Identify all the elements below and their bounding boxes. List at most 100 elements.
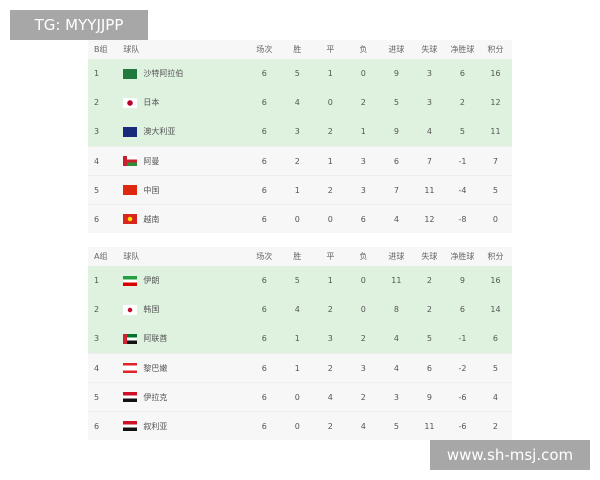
table-row: 3 澳大利亚 6 3 2 1 9 4 5 11 bbox=[88, 117, 512, 146]
vietnam-flag-icon bbox=[123, 214, 138, 224]
stat-cell: 5 bbox=[492, 185, 499, 195]
column-header: 进球 bbox=[388, 252, 405, 261]
stat-cell: 6 bbox=[393, 156, 399, 166]
stat-cell: -6 bbox=[458, 421, 467, 431]
stat-cell: 0 bbox=[360, 276, 366, 285]
lebanon-flag-icon bbox=[123, 363, 138, 373]
stat-cell: 2 bbox=[327, 185, 333, 195]
stat-cell: 1 bbox=[294, 363, 300, 373]
stat-cell: 11 bbox=[424, 185, 435, 195]
stat-cell: 5 bbox=[393, 98, 399, 107]
stat-cell: 5 bbox=[294, 276, 300, 285]
stat-cell: 0 bbox=[294, 421, 300, 431]
stat-cell: 7 bbox=[393, 185, 399, 195]
stat-cell: 3 bbox=[360, 363, 366, 373]
column-header: 积分 bbox=[487, 252, 504, 261]
stat-cell: 3 bbox=[426, 98, 432, 107]
china-flag-icon bbox=[123, 185, 138, 195]
rank: 3 bbox=[94, 127, 100, 136]
stat-cell: 0 bbox=[327, 214, 333, 224]
stat-cell: 2 bbox=[327, 421, 333, 431]
stat-cell: -8 bbox=[458, 214, 467, 224]
table-header: A组 球队 场次 胜 平 负 进球 失球 净胜球 积分 bbox=[88, 247, 512, 266]
group-name: B组 bbox=[94, 45, 108, 54]
stat-cell: 6 bbox=[261, 305, 267, 314]
table-row: 4 阿曼 6 2 1 3 6 7 -1 7 bbox=[88, 146, 512, 175]
table-row: 5 中国 6 1 2 3 7 11 -4 5 bbox=[88, 175, 512, 204]
stat-cell: 3 bbox=[360, 156, 366, 166]
stat-cell: 1 bbox=[327, 156, 333, 166]
team-cell: 澳大利亚 bbox=[115, 126, 247, 137]
group-b-table: B组 球队 场次胜平负进球 失球 净胜球 积分 1 沙特阿拉伯 6 5 1 0 9 3 6 16 2 日本 6 4 0 2… bbox=[88, 40, 512, 233]
stat-cell: 4 bbox=[426, 127, 432, 136]
table-row: 4 黎巴嫩 6 1 2 3 4 6 -2 5 bbox=[88, 353, 512, 382]
column-header: 失球 bbox=[421, 45, 438, 54]
stat-cell: 0 bbox=[360, 305, 366, 314]
column-header: 平 bbox=[326, 45, 335, 54]
column-header: 负 bbox=[359, 45, 368, 54]
uae-flag-icon bbox=[123, 333, 138, 344]
iraq-flag-icon bbox=[123, 392, 138, 402]
team-name: 中国 bbox=[143, 185, 160, 195]
stat-cell: 2 bbox=[360, 98, 366, 107]
oman-flag-icon bbox=[123, 156, 138, 166]
stat-cell: 2 bbox=[294, 156, 300, 166]
japan-flag-icon bbox=[123, 97, 138, 108]
rank: 1 bbox=[94, 276, 100, 285]
stat-cell: -1 bbox=[458, 334, 467, 343]
team-cell: 叙利亚 bbox=[115, 421, 247, 432]
team-cell: 黎巴嫩 bbox=[115, 363, 247, 374]
column-header: 平 bbox=[326, 252, 335, 261]
stat-cell: 9 bbox=[426, 392, 432, 402]
table-row: 5 伊拉克 6 0 4 2 3 9 -6 4 bbox=[88, 382, 512, 411]
table-row: 6 越南 6 0 0 6 4 12 -8 0 bbox=[88, 204, 512, 233]
column-header: 进球 bbox=[388, 45, 405, 54]
stat-cell: 7 bbox=[492, 156, 499, 166]
column-header: 净胜球 bbox=[450, 252, 475, 261]
stat-cell: 3 bbox=[360, 185, 366, 195]
team-cell: 中国 bbox=[115, 185, 247, 196]
stat-cell: 0 bbox=[360, 69, 366, 78]
stat-cell: 16 bbox=[490, 276, 501, 285]
team-name: 阿联酋 bbox=[143, 334, 168, 343]
stat-cell: 3 bbox=[294, 127, 300, 136]
stat-cell: 0 bbox=[327, 98, 333, 107]
team-name: 澳大利亚 bbox=[143, 127, 176, 136]
stat-cell: 6 bbox=[261, 276, 267, 285]
south-korea-flag-icon bbox=[123, 304, 138, 315]
stat-cell: 6 bbox=[261, 69, 267, 78]
stat-cell: 6 bbox=[459, 69, 465, 78]
column-header: 场次 bbox=[256, 252, 273, 261]
stat-cell: 2 bbox=[327, 127, 333, 136]
stat-cell: 4 bbox=[492, 392, 499, 402]
stat-cell: 14 bbox=[490, 305, 501, 314]
stat-cell: 1 bbox=[327, 69, 333, 78]
stat-cell: 6 bbox=[261, 156, 267, 166]
stat-cell: 7 bbox=[426, 156, 432, 166]
rank: 6 bbox=[94, 421, 100, 431]
stat-cell: 6 bbox=[261, 127, 267, 136]
syria-flag-icon bbox=[123, 421, 138, 431]
stat-cell: 12 bbox=[490, 98, 501, 107]
stat-cell: -4 bbox=[458, 185, 467, 195]
stat-cell: 6 bbox=[261, 98, 267, 107]
stat-cell: 5 bbox=[459, 127, 465, 136]
stat-cell: 11 bbox=[424, 421, 435, 431]
column-header: 净胜球 bbox=[450, 45, 475, 54]
stat-cell: 11 bbox=[490, 127, 501, 136]
group-a-table: A组 球队 场次胜平负进球 失球 净胜球 积分 1 伊朗 6 5 1 0 11 2 9 16 2 韩国 6 4 2 0 8 2… bbox=[88, 247, 512, 440]
rank: 2 bbox=[94, 98, 100, 107]
team-name: 日本 bbox=[143, 98, 160, 107]
stat-cell: 2 bbox=[492, 421, 499, 431]
stat-cell: -6 bbox=[458, 392, 467, 402]
rank: 6 bbox=[94, 214, 100, 224]
team-cell: 阿曼 bbox=[115, 156, 247, 167]
stat-cell: 16 bbox=[490, 69, 501, 78]
stat-cell: 1 bbox=[294, 185, 300, 195]
stat-cell: 5 bbox=[393, 421, 399, 431]
team-cell: 沙特阿拉伯 bbox=[115, 68, 247, 79]
stat-cell: 2 bbox=[426, 276, 432, 285]
rank: 3 bbox=[94, 334, 100, 343]
team-cell: 日本 bbox=[115, 97, 247, 108]
stat-cell: 5 bbox=[492, 363, 499, 373]
